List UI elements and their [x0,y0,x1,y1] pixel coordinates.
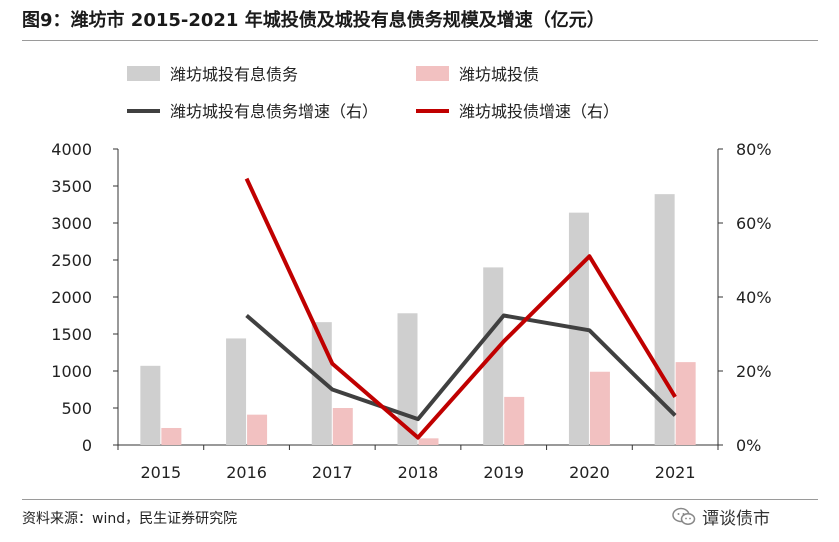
y-tick-label-right: 0% [736,436,761,455]
legend-label: 潍坊城投债增速（右） [459,102,619,121]
x-tick-label: 2018 [398,463,439,482]
bar [226,338,247,445]
legend-label: 潍坊城投债 [459,65,539,84]
x-tick-label: 2020 [569,463,610,482]
lines [244,177,677,440]
y-tick-label-left: 1000 [51,362,92,381]
brand: 谭谈债市 [672,504,770,529]
bar [397,313,418,445]
legend-swatch [127,66,160,81]
footer-divider [22,499,818,500]
bar [247,414,268,445]
x-tick-label: 2017 [312,463,353,482]
x-tick-label: 2019 [483,463,524,482]
bar [332,408,353,445]
bar [418,438,439,445]
y-tick-label-right: 80% [736,140,772,159]
bar [589,371,610,445]
bar [504,396,525,445]
series-line [245,313,677,422]
y-tick-label-right: 60% [736,214,772,233]
x-tick-label: 2021 [655,463,696,482]
y-tick-label-left: 500 [61,399,92,418]
bar [675,362,696,445]
y-tick-label-left: 2500 [51,251,92,270]
y-tick-label-left: 4000 [51,140,92,159]
bar [140,365,161,445]
brand-name: 谭谈债市 [702,509,770,529]
source-note: 资料来源：wind，民生证券研究院 [22,511,238,527]
page-title: 图9：潍坊市 2015-2021 年城投债及城投有息债务规模及增速（亿元） [22,10,605,31]
legend-swatch [416,66,449,81]
axes: 0 500 1000 1500 2000 2500 3000 3500 4000 0% 20% 40%… [51,140,771,482]
y-tick-label-left: 3500 [51,177,92,196]
y-tick-label-left: 0 [82,436,92,455]
legend-label: 潍坊城投有息债务 [170,65,298,84]
y-tick-label-right: 40% [736,288,772,307]
bar [483,267,504,445]
series-line [244,177,677,440]
x-tick-label: 2016 [226,463,267,482]
y-tick-label-right: 20% [736,362,772,381]
bar [161,427,182,445]
bars [140,194,696,445]
y-tick-label-left: 2000 [51,288,92,307]
y-tick-label-left: 1500 [51,325,92,344]
y-tick-label-left: 3000 [51,214,92,233]
title-divider [22,40,818,41]
x-tick-label: 2015 [140,463,181,482]
bar [654,194,675,445]
wechat-icon [672,507,696,525]
legend-label: 潍坊城投有息债务增速（右） [170,102,378,121]
